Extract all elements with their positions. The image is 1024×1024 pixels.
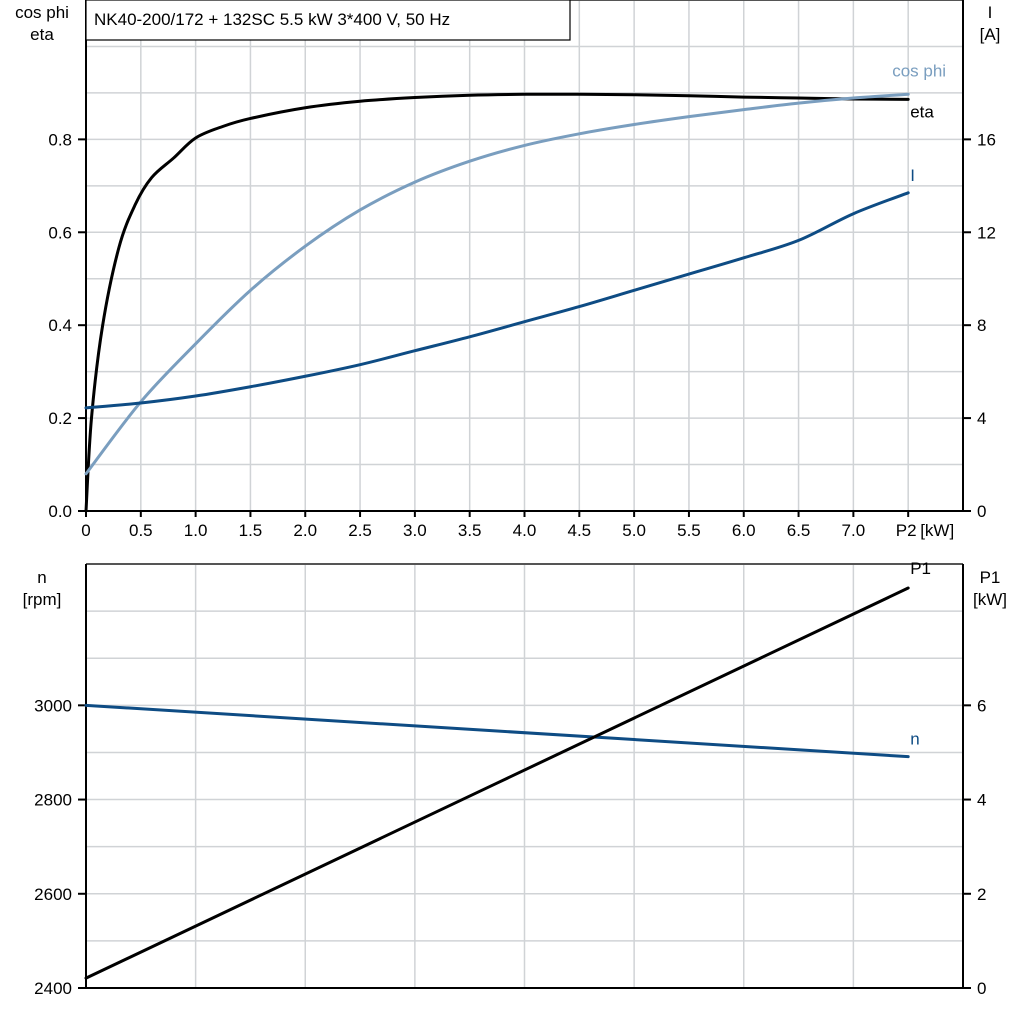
left-y-tick-label: 0.6 — [48, 223, 72, 242]
series-label-n: n — [910, 730, 919, 749]
title-box: NK40-200/172 + 132SC 5.5 kW 3*400 V, 50 … — [85, 0, 571, 41]
x-tick-label: 2.5 — [348, 521, 372, 540]
series-line-cos-phi — [84, 92, 910, 476]
bottom-chart-speed-input-power: 2400 2600 2800 3000 0 2 4 6 n [rpm] P1 [kW] n P1 — [23, 559, 1007, 998]
left-y-tick-label: 0.4 — [48, 316, 72, 335]
x-tick-label: 1.5 — [239, 521, 263, 540]
left-y-axis-title: [rpm] — [23, 590, 62, 609]
right-y-tick-label: 4 — [977, 791, 986, 810]
x-tick-label: 5.0 — [622, 521, 646, 540]
x-tick-label: 3.0 — [403, 521, 427, 540]
right-y-tick-label: 2 — [977, 885, 986, 904]
left-y-tick-label: 3000 — [34, 696, 72, 715]
left-y-axis-title: eta — [30, 25, 54, 44]
right-y-tick-label: 0 — [977, 502, 986, 521]
chart-title: NK40-200/172 + 132SC 5.5 kW 3*400 V, 50 … — [94, 10, 450, 29]
series-label-eta: eta — [910, 102, 934, 121]
right-y-axis-title: P1 — [980, 568, 1001, 587]
right-y-tick-label: 12 — [977, 223, 996, 242]
left-y-tick-label: 2400 — [34, 979, 72, 998]
x-tick-label: 6.0 — [732, 521, 756, 540]
x-tick-label: 2.0 — [293, 521, 317, 540]
right-y-axis-title: I — [988, 3, 993, 22]
right-y-tick-label: 4 — [977, 409, 986, 428]
right-y-tick-label: 16 — [977, 130, 996, 149]
x-axis-title-p2: P2 — [896, 521, 917, 540]
series-line-eta — [84, 92, 910, 513]
left-y-tick-label: 2800 — [34, 791, 72, 810]
series-label-i: I — [910, 166, 915, 185]
x-tick-label: 3.5 — [458, 521, 482, 540]
series-line-i — [84, 191, 910, 410]
right-y-axis-title: [kW] — [973, 590, 1007, 609]
x-tick-label: 0 — [81, 521, 90, 540]
left-y-tick-label: 2600 — [34, 885, 72, 904]
right-y-tick-label: 6 — [977, 696, 986, 715]
left-y-tick-label: 0.8 — [48, 130, 72, 149]
x-tick-label: 5.5 — [677, 521, 701, 540]
left-y-tick-label: 0.0 — [48, 502, 72, 521]
x-tick-label: 7.0 — [842, 521, 866, 540]
left-y-tick-label: 0.2 — [48, 409, 72, 428]
x-tick-label: 6.5 — [787, 521, 811, 540]
series-line-p1 — [84, 586, 910, 980]
right-y-axis-title: [A] — [980, 25, 1001, 44]
series-line-n — [84, 703, 910, 759]
top-chart-efficiency-powerfactor-current: 0.0 0.2 0.4 0.6 0.8 0 4 8 12 16 cos phi eta I [A] 0 0.5… — [15, 0, 1000, 540]
series-label-p1: P1 — [910, 559, 931, 578]
x-tick-label: 4.0 — [513, 521, 537, 540]
x-tick-label: 0.5 — [129, 521, 153, 540]
right-y-tick-label: 8 — [977, 316, 986, 335]
left-y-axis-title: cos phi — [15, 3, 69, 22]
x-tick-label: 4.5 — [567, 521, 591, 540]
x-tick-label: 1.0 — [184, 521, 208, 540]
x-axis-title-unit: [kW] — [920, 521, 954, 540]
right-y-tick-label: 0 — [977, 979, 986, 998]
series-label-cos-phi: cos phi — [892, 61, 946, 80]
left-y-axis-title: n — [37, 568, 46, 587]
